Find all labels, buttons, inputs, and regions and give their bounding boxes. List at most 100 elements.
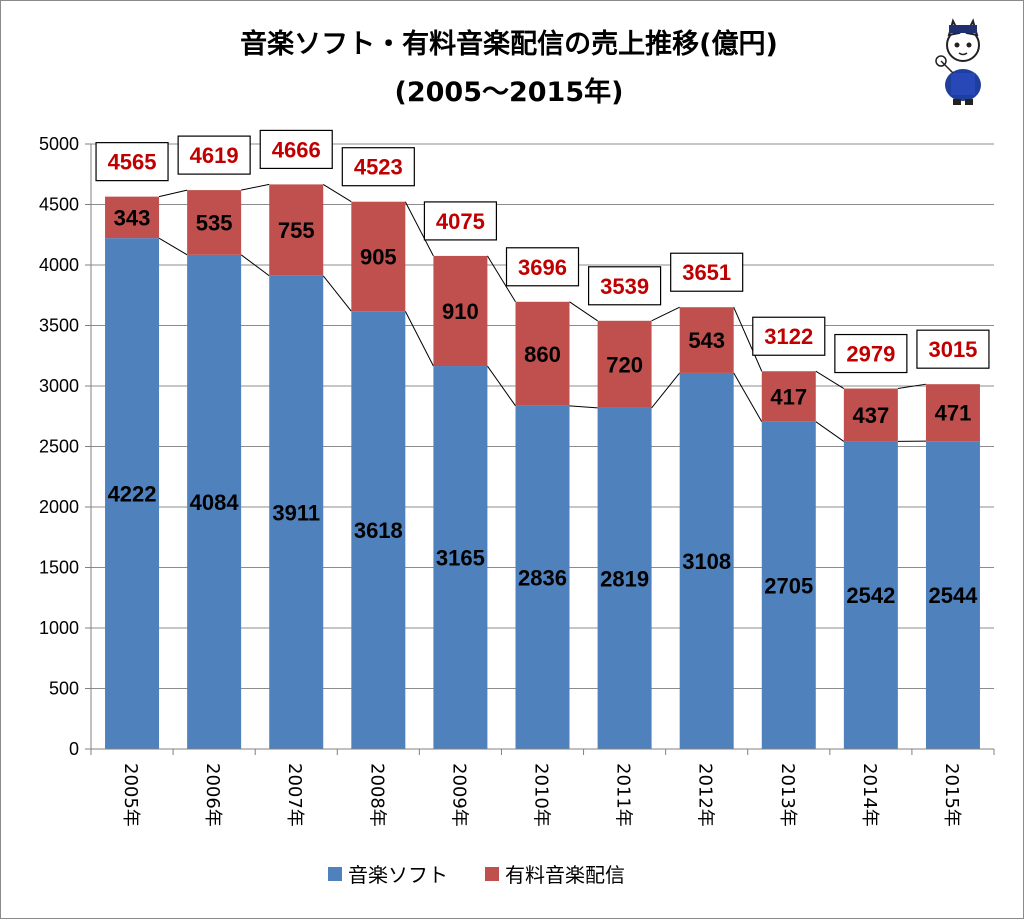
data-label-paid-distribution: 417 (770, 384, 807, 409)
axes (90, 144, 995, 755)
total-label-box (259, 129, 333, 170)
x-tick-label: 2015年 (941, 763, 962, 827)
data-label-paid-distribution: 910 (442, 299, 479, 324)
bar-paid-distribution (269, 184, 324, 276)
data-label-paid-distribution: 905 (360, 244, 397, 269)
total-label: 3015 (928, 337, 977, 362)
bars (105, 184, 980, 749)
data-label-music-software: 3618 (354, 518, 403, 543)
data-label-paid-distribution: 343 (114, 205, 151, 230)
bar-paid-distribution (433, 255, 488, 367)
total-label-box (916, 329, 990, 369)
series-connector-lines (158, 183, 927, 442)
total-label-box (423, 201, 498, 241)
total-label-box (670, 252, 744, 292)
x-axis-ticks: 2005年 2006年 2007年 2008年 2009年 2010年 2011年 2012年… (120, 763, 962, 827)
x-tick-label: 2008年 (366, 763, 387, 827)
total-label-box (177, 135, 251, 175)
total-label-box (587, 266, 662, 306)
legend-swatch-music-software (328, 867, 342, 881)
total-label: 4075 (436, 209, 485, 234)
bar-music-software (925, 441, 980, 749)
connector-line-total (486, 255, 516, 303)
data-label-music-software: 2819 (600, 566, 649, 591)
connector-line-base (404, 310, 434, 367)
bar-music-software (269, 275, 324, 749)
total-label-box (752, 316, 826, 356)
total-label: 4619 (190, 143, 239, 168)
y-tick-label: 2500 (39, 437, 79, 457)
total-label-box (95, 142, 169, 182)
bar-music-software (433, 366, 488, 749)
connector-line-base (815, 421, 845, 442)
bar-music-software (679, 372, 734, 749)
total-label: 3122 (764, 324, 813, 349)
connector-line-total (569, 301, 598, 322)
total-label: 2979 (846, 342, 895, 367)
chart-subtitle: (2005～2015年) (395, 76, 624, 108)
bar-music-software (187, 254, 242, 749)
total-label-box (341, 147, 415, 187)
y-tick-label: 4000 (39, 255, 79, 275)
connector-line-base (158, 237, 188, 256)
x-tick-label: 2009年 (448, 763, 469, 827)
bar-paid-distribution (925, 384, 980, 442)
data-label-paid-distribution: 471 (935, 401, 972, 426)
y-tick-label: 5000 (39, 134, 79, 154)
legend-swatch-paid-distribution (485, 867, 499, 881)
x-tick-label: 2011年 (613, 763, 634, 827)
bar-paid-distribution (761, 371, 816, 422)
x-tick-label: 2005年 (120, 763, 141, 827)
bar-music-software (105, 238, 160, 749)
connector-line-total (733, 307, 763, 372)
connector-line-base (487, 365, 516, 407)
bar-music-software (351, 311, 406, 749)
bar-paid-distribution (515, 301, 570, 406)
total-label: 3539 (600, 274, 649, 299)
connector-line-total (815, 370, 845, 389)
connector-line-total (322, 183, 352, 203)
x-tick-label: 2014年 (859, 763, 880, 827)
total-label: 3651 (682, 260, 731, 285)
y-tick-label: 2000 (39, 497, 79, 517)
total-label: 4523 (354, 155, 403, 180)
y-tick-label: 4500 (39, 195, 79, 215)
y-tick-label: 1000 (39, 618, 79, 638)
data-label-paid-distribution: 860 (524, 342, 561, 367)
connector-line-base (651, 372, 681, 409)
data-label-paid-distribution: 755 (278, 218, 315, 243)
connector-line-base (569, 405, 598, 409)
data-label-music-software: 2544 (928, 583, 978, 608)
x-tick-label: 2006年 (202, 763, 223, 827)
data-label-music-software: 4222 (108, 482, 157, 507)
legend-label-paid-distribution: 有料音楽配信 (505, 863, 625, 887)
total-label: 4666 (272, 137, 321, 162)
connector-line-total (651, 306, 680, 322)
connector-line-total (241, 183, 270, 191)
connector-line-base (733, 372, 763, 422)
y-tick-label: 500 (49, 679, 79, 699)
y-tick-label: 1500 (39, 558, 79, 578)
legend-label-music-software: 音楽ソフト (348, 863, 448, 887)
data-labels: 4222 343 4565 4084 535 4619 3911 755 4666 3618 905… (95, 129, 990, 608)
connector-line-total (897, 383, 927, 390)
y-tick-label: 0 (69, 739, 79, 759)
bar-music-software (597, 407, 652, 749)
y-axis-ticks: 0 500 1000 1500 2000 2500 3000 3500 4000 4500 5000 (39, 134, 91, 759)
data-label-music-software: 3108 (682, 549, 731, 574)
bar-paid-distribution (351, 201, 406, 312)
bar-music-software (761, 421, 816, 749)
connector-line-base (240, 254, 270, 277)
bar-paid-distribution (679, 307, 734, 373)
total-label: 3696 (518, 255, 567, 280)
bar-paid-distribution (105, 196, 160, 239)
total-label-box (505, 247, 580, 287)
data-label-music-software: 2836 (518, 565, 567, 590)
data-label-paid-distribution: 543 (688, 328, 725, 353)
bar-music-software (515, 405, 570, 749)
connector-line-base (322, 275, 352, 312)
cat-mascot-icon (935, 18, 981, 105)
data-label-music-software: 2705 (764, 573, 813, 598)
bar-paid-distribution (187, 190, 242, 255)
